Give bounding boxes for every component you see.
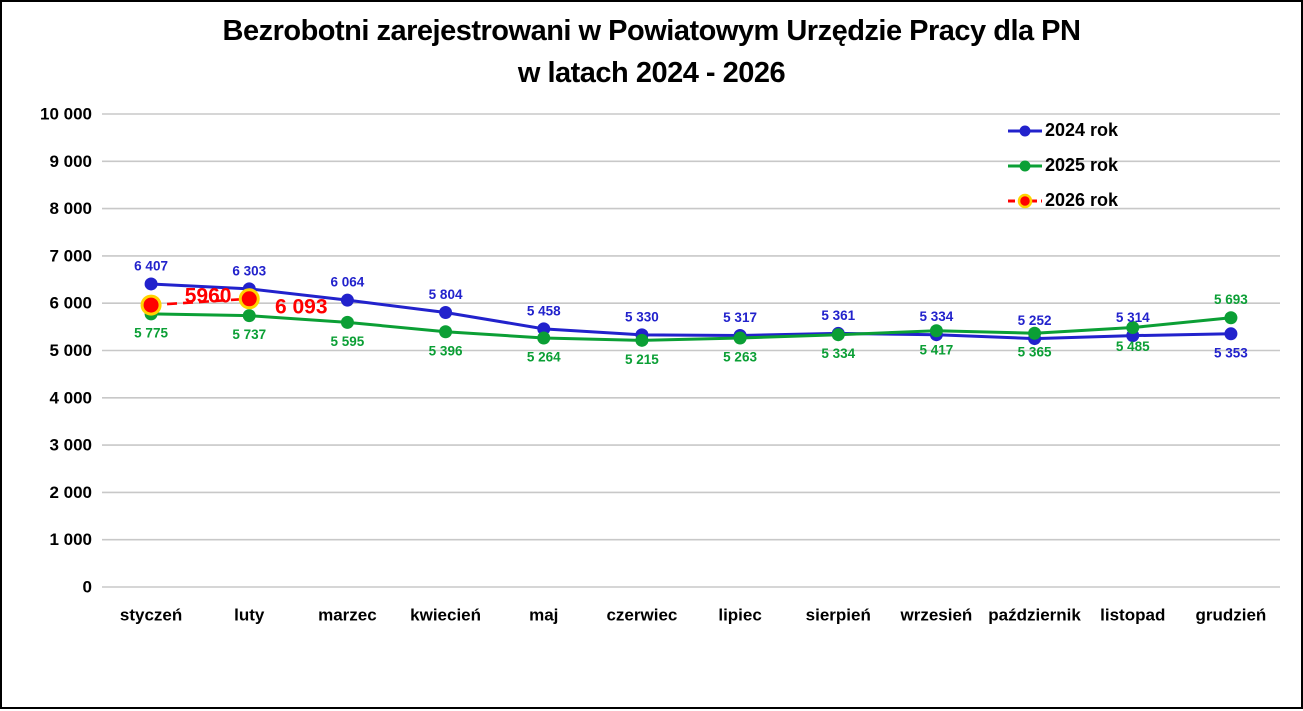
data-point-marker	[144, 277, 158, 291]
y-axis-tick-label: 2 000	[49, 483, 92, 502]
x-axis-category-label: październik	[988, 606, 1081, 625]
legend-item-2026: 2026 rok	[1008, 183, 1118, 218]
x-axis-category-label: marzec	[318, 606, 377, 625]
data-point-marker	[733, 331, 747, 345]
x-axis-category-label: wrzesień	[900, 606, 973, 625]
y-axis-tick-label: 6 000	[49, 294, 92, 313]
data-point-marker	[635, 333, 649, 347]
data-point-marker	[1224, 311, 1238, 325]
x-axis-category-label: maj	[529, 606, 558, 625]
data-point-marker	[242, 309, 256, 323]
x-axis-category-label: grudzień	[1195, 606, 1266, 625]
data-label: 5 458	[527, 303, 561, 318]
data-label: 5 417	[920, 342, 954, 357]
data-label: 5 215	[625, 352, 659, 367]
data-label: 5 330	[625, 309, 659, 324]
y-axis-tick-label: 10 000	[40, 105, 92, 124]
y-axis-tick-label: 0	[83, 578, 92, 597]
data-label: 5 334	[821, 346, 855, 361]
data-label: 6 303	[232, 263, 266, 278]
data-label: 5 365	[1018, 345, 1052, 360]
legend-marker-2025-icon	[1008, 158, 1042, 174]
data-point-marker	[140, 294, 162, 316]
legend-label-2024: 2024 rok	[1045, 120, 1119, 140]
series-line-2025-rok	[151, 312, 1232, 342]
data-label: 6 093	[275, 295, 328, 318]
data-point-marker	[439, 325, 453, 339]
legend: 2024 rok 2025 rok 2026 rok	[1008, 113, 1118, 218]
data-label: 5 595	[331, 334, 365, 349]
data-label: 6 407	[134, 258, 168, 273]
chart-title-line1: Bezrobotni zarejestrowani w Powiatowym U…	[222, 15, 1081, 47]
data-label: 5 485	[1116, 339, 1150, 354]
legend-marker-2026-icon	[1008, 193, 1042, 209]
data-point-marker	[238, 288, 260, 310]
data-point-marker	[537, 331, 551, 345]
legend-label-2025: 2025 rok	[1045, 155, 1119, 175]
legend-marker-2024-icon	[1008, 123, 1042, 139]
data-label: 5 804	[429, 287, 463, 302]
data-point-marker	[1028, 326, 1042, 340]
chart-title-line2: w latach 2024 - 2026	[517, 57, 786, 89]
data-label: 5 737	[232, 327, 266, 342]
y-axis-tick-label: 4 000	[49, 388, 92, 407]
data-point-marker	[1224, 327, 1238, 341]
legend-label-2026: 2026 rok	[1045, 190, 1119, 210]
data-point-marker	[537, 322, 551, 336]
x-axis-category-label: luty	[234, 606, 265, 625]
data-label: 5 314	[1116, 310, 1150, 325]
data-label: 5 264	[527, 350, 561, 365]
series-line-2024-rok	[151, 282, 1231, 341]
data-label: 5 693	[1214, 292, 1248, 307]
data-label: 5 396	[429, 343, 463, 358]
data-label: 5 263	[723, 350, 757, 365]
legend-item-2024: 2024 rok	[1008, 113, 1118, 148]
x-axis-category-label: listopad	[1100, 606, 1165, 625]
y-axis-tick-label: 3 000	[49, 436, 92, 455]
data-label: 5 252	[1018, 313, 1052, 328]
data-label: 5 775	[134, 325, 168, 340]
y-axis-tick-label: 1 000	[49, 530, 92, 549]
data-label: 5960	[185, 285, 232, 308]
x-axis-category-label: lipiec	[718, 606, 761, 625]
y-axis-tick-label: 5 000	[49, 341, 92, 360]
data-label: 5 361	[821, 308, 855, 323]
data-point-marker	[439, 305, 453, 319]
data-point-marker	[929, 324, 943, 338]
data-point-marker	[1126, 321, 1140, 335]
x-axis-category-label: styczeń	[120, 606, 182, 625]
y-axis-tick-label: 7 000	[49, 246, 92, 265]
data-label: 6 064	[331, 275, 365, 290]
legend-item-2025: 2025 rok	[1008, 148, 1118, 183]
x-axis-category-label: kwiecień	[410, 606, 481, 625]
x-axis-category-label: czerwiec	[606, 606, 677, 625]
x-axis-category-label: sierpień	[806, 606, 871, 625]
y-axis-tick-label: 9 000	[49, 152, 92, 171]
data-point-marker	[340, 293, 354, 307]
data-label: 5 334	[920, 309, 954, 324]
series-line-2026-rok	[151, 297, 250, 307]
data-point-marker	[831, 328, 845, 342]
data-point-marker	[340, 315, 354, 329]
data-label: 5 317	[723, 310, 757, 325]
chart-title: Bezrobotni zarejestrowani w Powiatowym U…	[2, 10, 1301, 94]
y-axis-tick-label: 8 000	[49, 199, 92, 218]
data-label: 5 353	[1214, 345, 1248, 360]
